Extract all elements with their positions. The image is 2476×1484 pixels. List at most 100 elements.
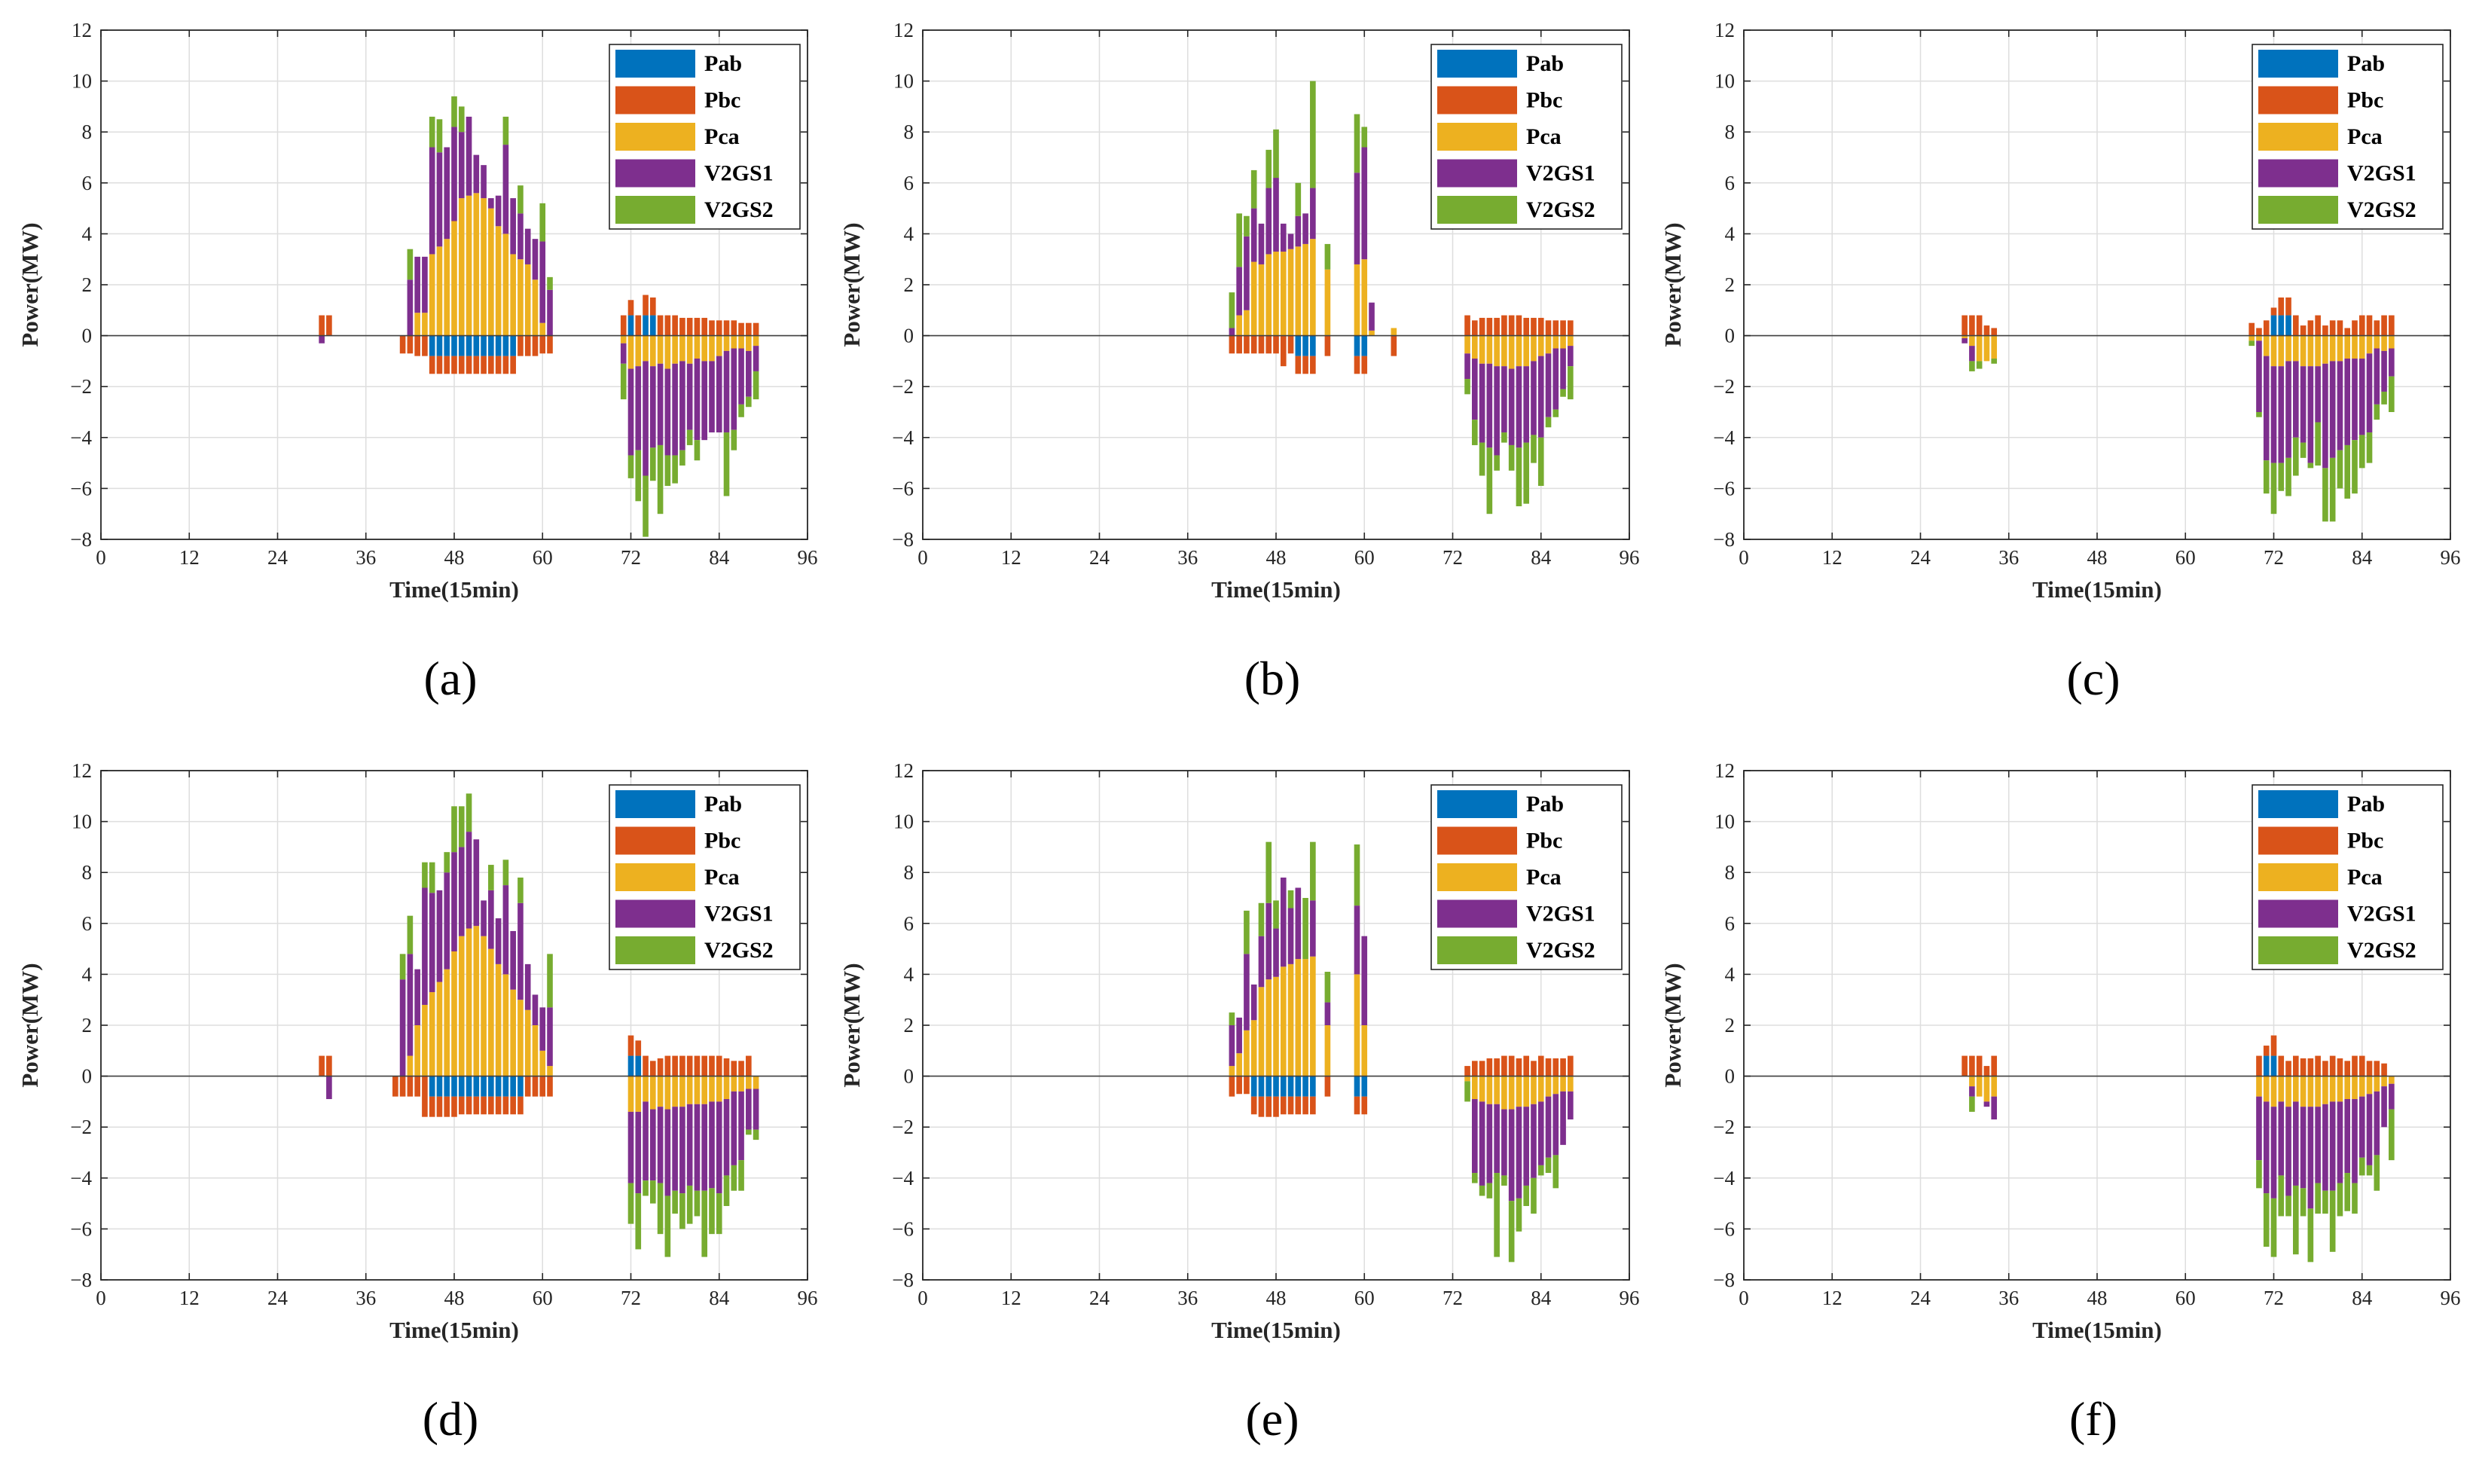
bar-pca-t51 (1295, 246, 1302, 336)
bar-pca-t77 (1486, 1076, 1493, 1104)
bar-pbc-t87 (1560, 1058, 1566, 1076)
bar-v2gs1-t57 (517, 902, 524, 1000)
bar-v2gs2-t79 (1501, 1175, 1507, 1186)
bar-pbc-t48 (451, 356, 457, 374)
bar-pbc-t55 (1324, 335, 1331, 356)
bar-v2gs1-t75 (1472, 359, 1478, 420)
x-tick-label: 60 (1354, 546, 1375, 569)
bar-pca-t53 (488, 948, 494, 1076)
bar-pbc-t81 (2337, 320, 2343, 336)
chart-panel-a: 0 12 24 36 48 60 72 84 96−8−6−4−2024681012Time(1… (17, 19, 818, 705)
bar-v2gs1-t76 (2300, 1107, 2307, 1189)
x-tick-label: 96 (1620, 1287, 1640, 1309)
bar-pca-t71 (620, 335, 627, 344)
bar-v2gs1-t76 (657, 1107, 664, 1183)
bar-v2gs1-t87 (738, 1091, 744, 1161)
bar-pca-t55 (502, 234, 509, 336)
y-tick-label: −4 (70, 426, 92, 449)
bar-pab-t60 (1361, 1076, 1368, 1097)
bar-pca-t52 (481, 198, 487, 336)
bar-v2gs2-t83 (1531, 435, 1537, 463)
bar-v2gs2-t73 (2278, 463, 2285, 491)
legend-label-pab: Pab (1526, 792, 1564, 817)
bar-pab-t45 (429, 335, 435, 356)
bar-v2gs2-t82 (2344, 444, 2351, 499)
bar-v2gs2-t80 (2329, 1190, 2336, 1252)
bar-v2gs1-t78 (672, 1107, 678, 1191)
bar-pca-t87 (1560, 1076, 1566, 1092)
bar-pbc-t73 (2278, 1055, 2285, 1076)
bar-v2gs1-t71 (620, 343, 627, 364)
bar-v2gs1-t78 (672, 363, 678, 456)
bar-v2gs1-t42 (1229, 1025, 1235, 1067)
bar-v2gs2-t78 (2315, 1183, 2321, 1214)
bar-v2gs1-t86 (2374, 348, 2380, 405)
bar-v2gs1-t52 (481, 900, 487, 936)
bar-pbc-t76 (2300, 1058, 2307, 1076)
bar-pab-t49 (458, 1076, 465, 1097)
legend-swatch-v2gs1 (615, 159, 695, 188)
bar-pbc-t58 (524, 335, 531, 356)
bar-pbc-t32 (1976, 315, 1983, 336)
bar-pca-t31 (1969, 335, 1975, 347)
legend: Pab Pbc Pca V2GS1 V2GS2 (1430, 44, 1623, 230)
bar-v2gs2-t55 (1324, 972, 1331, 1003)
bar-pbc-t47 (444, 1096, 450, 1117)
bar-pab-t55 (502, 335, 509, 356)
bar-v2gs1-t82 (1523, 366, 1530, 443)
bar-pca-t59 (532, 279, 539, 336)
bar-pca-t71 (2263, 1076, 2270, 1102)
x-tick-label: 48 (2087, 546, 2108, 569)
legend-label-v2gs2: V2GS2 (704, 938, 774, 963)
bar-v2gs2-t61 (547, 276, 553, 290)
bar-pbc-t89 (753, 322, 759, 336)
bar-pbc-t49 (458, 356, 465, 374)
bar-v2gs1-t48 (1273, 928, 1279, 977)
bar-pbc-t51 (1295, 1096, 1302, 1115)
y-tick-label: −2 (70, 375, 92, 398)
bar-v2gs1-t88 (1568, 1091, 1574, 1120)
x-tick-label: 96 (2441, 1287, 2461, 1309)
bar-pca-t84 (1537, 1076, 1544, 1102)
bar-pca-t44 (422, 1004, 428, 1076)
bar-pca-t52 (1302, 959, 1308, 1076)
bar-pca-t74 (2285, 335, 2291, 362)
legend-swatch-v2gs2 (615, 936, 695, 964)
bar-pca-t84 (1537, 335, 1544, 356)
legend-swatch-v2gs1 (1437, 159, 1517, 188)
x-tick-label: 84 (2352, 1287, 2373, 1309)
bar-pbc-t82 (1523, 317, 1530, 336)
x-tick-label: 0 (96, 546, 106, 569)
bar-pca-t59 (1354, 264, 1360, 336)
legend-label-v2gs1: V2GS1 (2347, 902, 2416, 927)
x-tick-label: 60 (2175, 546, 2196, 569)
bar-v2gs2-t89 (753, 371, 759, 400)
bar-pbc-t84 (2358, 1055, 2365, 1076)
bar-pca-t78 (672, 1076, 678, 1107)
bar-pbc-t84 (1537, 317, 1544, 336)
y-tick-label: −8 (70, 528, 92, 551)
bar-v2gs1-t80 (686, 1104, 693, 1186)
bar-pbc-t87 (738, 1061, 744, 1076)
bar-pbc-t58 (524, 1076, 531, 1097)
bar-pbc-t81 (2337, 1058, 2343, 1076)
bar-v2gs2-t74 (643, 475, 649, 537)
bar-pbc-t75 (650, 1061, 656, 1076)
bar-pbc-t70 (2256, 1055, 2262, 1076)
y-tick-label: 0 (1725, 325, 1736, 347)
bar-pca-t76 (2300, 1076, 2307, 1107)
bar-pca-t59 (532, 1025, 539, 1076)
legend-swatch-pca (2258, 123, 2338, 151)
bar-pbc-t47 (444, 356, 450, 374)
bar-pab-t50 (1287, 1076, 1294, 1097)
bar-v2gs1-t46 (436, 890, 443, 982)
x-axis-label: Time(15min) (1211, 576, 1341, 603)
y-tick-label: −4 (892, 1167, 914, 1189)
bar-v2gs1-t84 (1537, 1101, 1544, 1165)
bar-v2gs2-t86 (2374, 404, 2380, 420)
bar-v2gs2-t48 (451, 96, 457, 127)
bar-v2gs2-t59 (1354, 844, 1360, 906)
bar-v2gs2-t61 (547, 954, 553, 1008)
bar-v2gs1-t76 (1479, 1101, 1485, 1186)
